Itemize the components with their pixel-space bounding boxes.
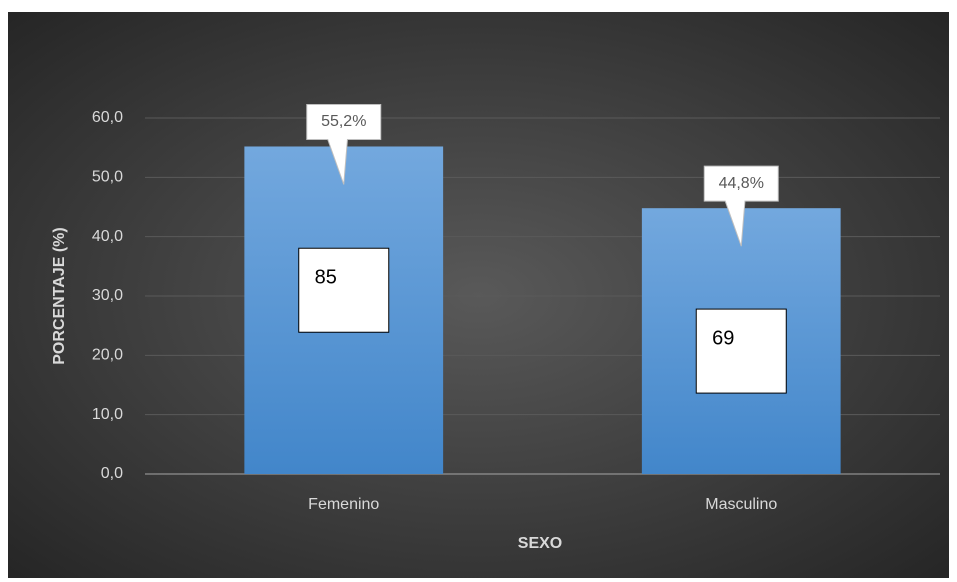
count-label: 85 (315, 267, 337, 289)
count-box (695, 308, 787, 394)
y-tick-label: 0,0 (101, 465, 123, 482)
callout-box (306, 103, 382, 185)
y-tick-label: 30,0 (92, 287, 123, 304)
y-tick-label: 20,0 (92, 347, 123, 364)
data-label: 55,2% (321, 113, 366, 130)
callout-box (703, 165, 779, 247)
count-label: 69 (712, 327, 734, 349)
data-label: 44,8% (719, 175, 764, 192)
count-box (298, 247, 390, 333)
x-axis-label: SEXO (518, 535, 562, 552)
y-tick-label: 50,0 (92, 169, 123, 186)
x-tick-label: Masculino (705, 496, 777, 513)
y-tick-label: 10,0 (92, 406, 123, 423)
y-tick-label: 40,0 (92, 228, 123, 245)
y-axis-label: PORCENTAJE (%) (51, 227, 68, 365)
y-tick-label: 60,0 (92, 109, 123, 126)
x-tick-label: Femenino (308, 496, 379, 513)
